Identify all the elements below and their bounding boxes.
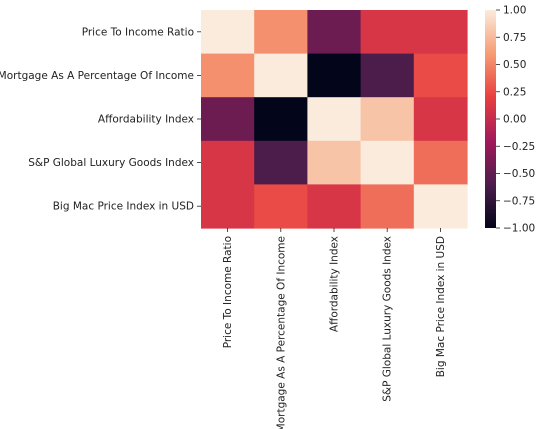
heatmap-cell-r2-c3: [360, 97, 415, 142]
colorbar-tick-label: −1.00: [503, 223, 535, 235]
y-tick-label: Mortgage As A Percentage Of Income: [0, 70, 194, 82]
heatmap-cell-r4-c4: [413, 184, 468, 229]
colorbar-tick-label: 0.25: [503, 86, 526, 98]
heatmap-cells: [201, 10, 468, 229]
heatmap-cell-r3-c2: [307, 140, 362, 185]
heatmap-cell-r4-c2: [307, 184, 362, 229]
heatmap-cell-r3-c4: [413, 140, 468, 185]
y-tick-label: Big Mac Price Index in USD: [53, 201, 194, 213]
x-tick-label: Mortgage As A Percentage Of Income: [275, 236, 287, 429]
heatmap-cell-r1-c0: [201, 53, 255, 98]
x-tick-labels: Price To Income Ratio Mortgage As A Perce…: [222, 228, 447, 429]
y-tick-labels: Price To Income Ratio Mortgage As A Perce…: [0, 26, 201, 213]
colorbar-tick-label: −0.25: [503, 141, 535, 153]
y-tick-label: Price To Income Ratio: [82, 26, 194, 38]
heatmap-cell-r4-c3: [360, 184, 415, 229]
x-tick-label: S&P Global Luxury Goods Index: [382, 236, 394, 402]
heatmap-cell-r3-c3: [360, 140, 415, 185]
heatmap-cell-r0-c1: [254, 10, 308, 55]
heatmap-cell-r0-c2: [307, 10, 362, 55]
heatmap-cell-r1-c4: [413, 53, 468, 98]
heatmap-cell-r1-c1: [254, 53, 308, 98]
colorbar: 1.00 0.75 0.50 0.25 0.00 −0.25 −0.50 −0.75 −1.00: [485, 5, 535, 235]
x-tick-label: Big Mac Price Index in USD: [435, 236, 447, 377]
heatmap-cell-r0-c3: [360, 10, 415, 55]
colorbar-gradient: [485, 10, 496, 228]
heatmap-cell-r3-c0: [201, 140, 255, 185]
heatmap-cell-r2-c1: [254, 97, 308, 142]
heatmap-cell-r2-c0: [201, 97, 255, 142]
heatmap-cell-r3-c1: [254, 140, 308, 185]
heatmap-cell-r4-c0: [201, 184, 255, 229]
y-tick-label: S&P Global Luxury Goods Index: [28, 157, 194, 169]
x-tick-label: Price To Income Ratio: [222, 236, 234, 348]
colorbar-tick-label: 0.75: [503, 32, 526, 44]
colorbar-tick-label: 0.50: [503, 59, 526, 71]
colorbar-tick-label: −0.75: [503, 195, 535, 207]
heatmap-cell-r2-c4: [413, 97, 468, 142]
heatmap-cell-r1-c2: [307, 53, 362, 98]
heatmap-cell-r1-c3: [360, 53, 415, 98]
heatmap-cell-r4-c1: [254, 184, 308, 229]
colorbar-tick-label: −0.50: [503, 168, 535, 180]
heatmap-cell-r2-c2: [307, 97, 362, 142]
colorbar-tick-label: 1.00: [503, 5, 526, 17]
y-tick-label: Affordability Index: [98, 114, 194, 126]
heatmap-cell-r0-c4: [413, 10, 468, 55]
heatmap-cell-r0-c0: [201, 10, 255, 55]
colorbar-tick-label: 0.00: [503, 114, 526, 126]
x-tick-label: Affordability Index: [329, 236, 341, 332]
